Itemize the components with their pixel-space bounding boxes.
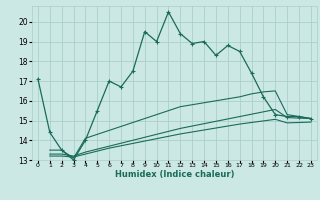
X-axis label: Humidex (Indice chaleur): Humidex (Indice chaleur) [115, 170, 234, 179]
